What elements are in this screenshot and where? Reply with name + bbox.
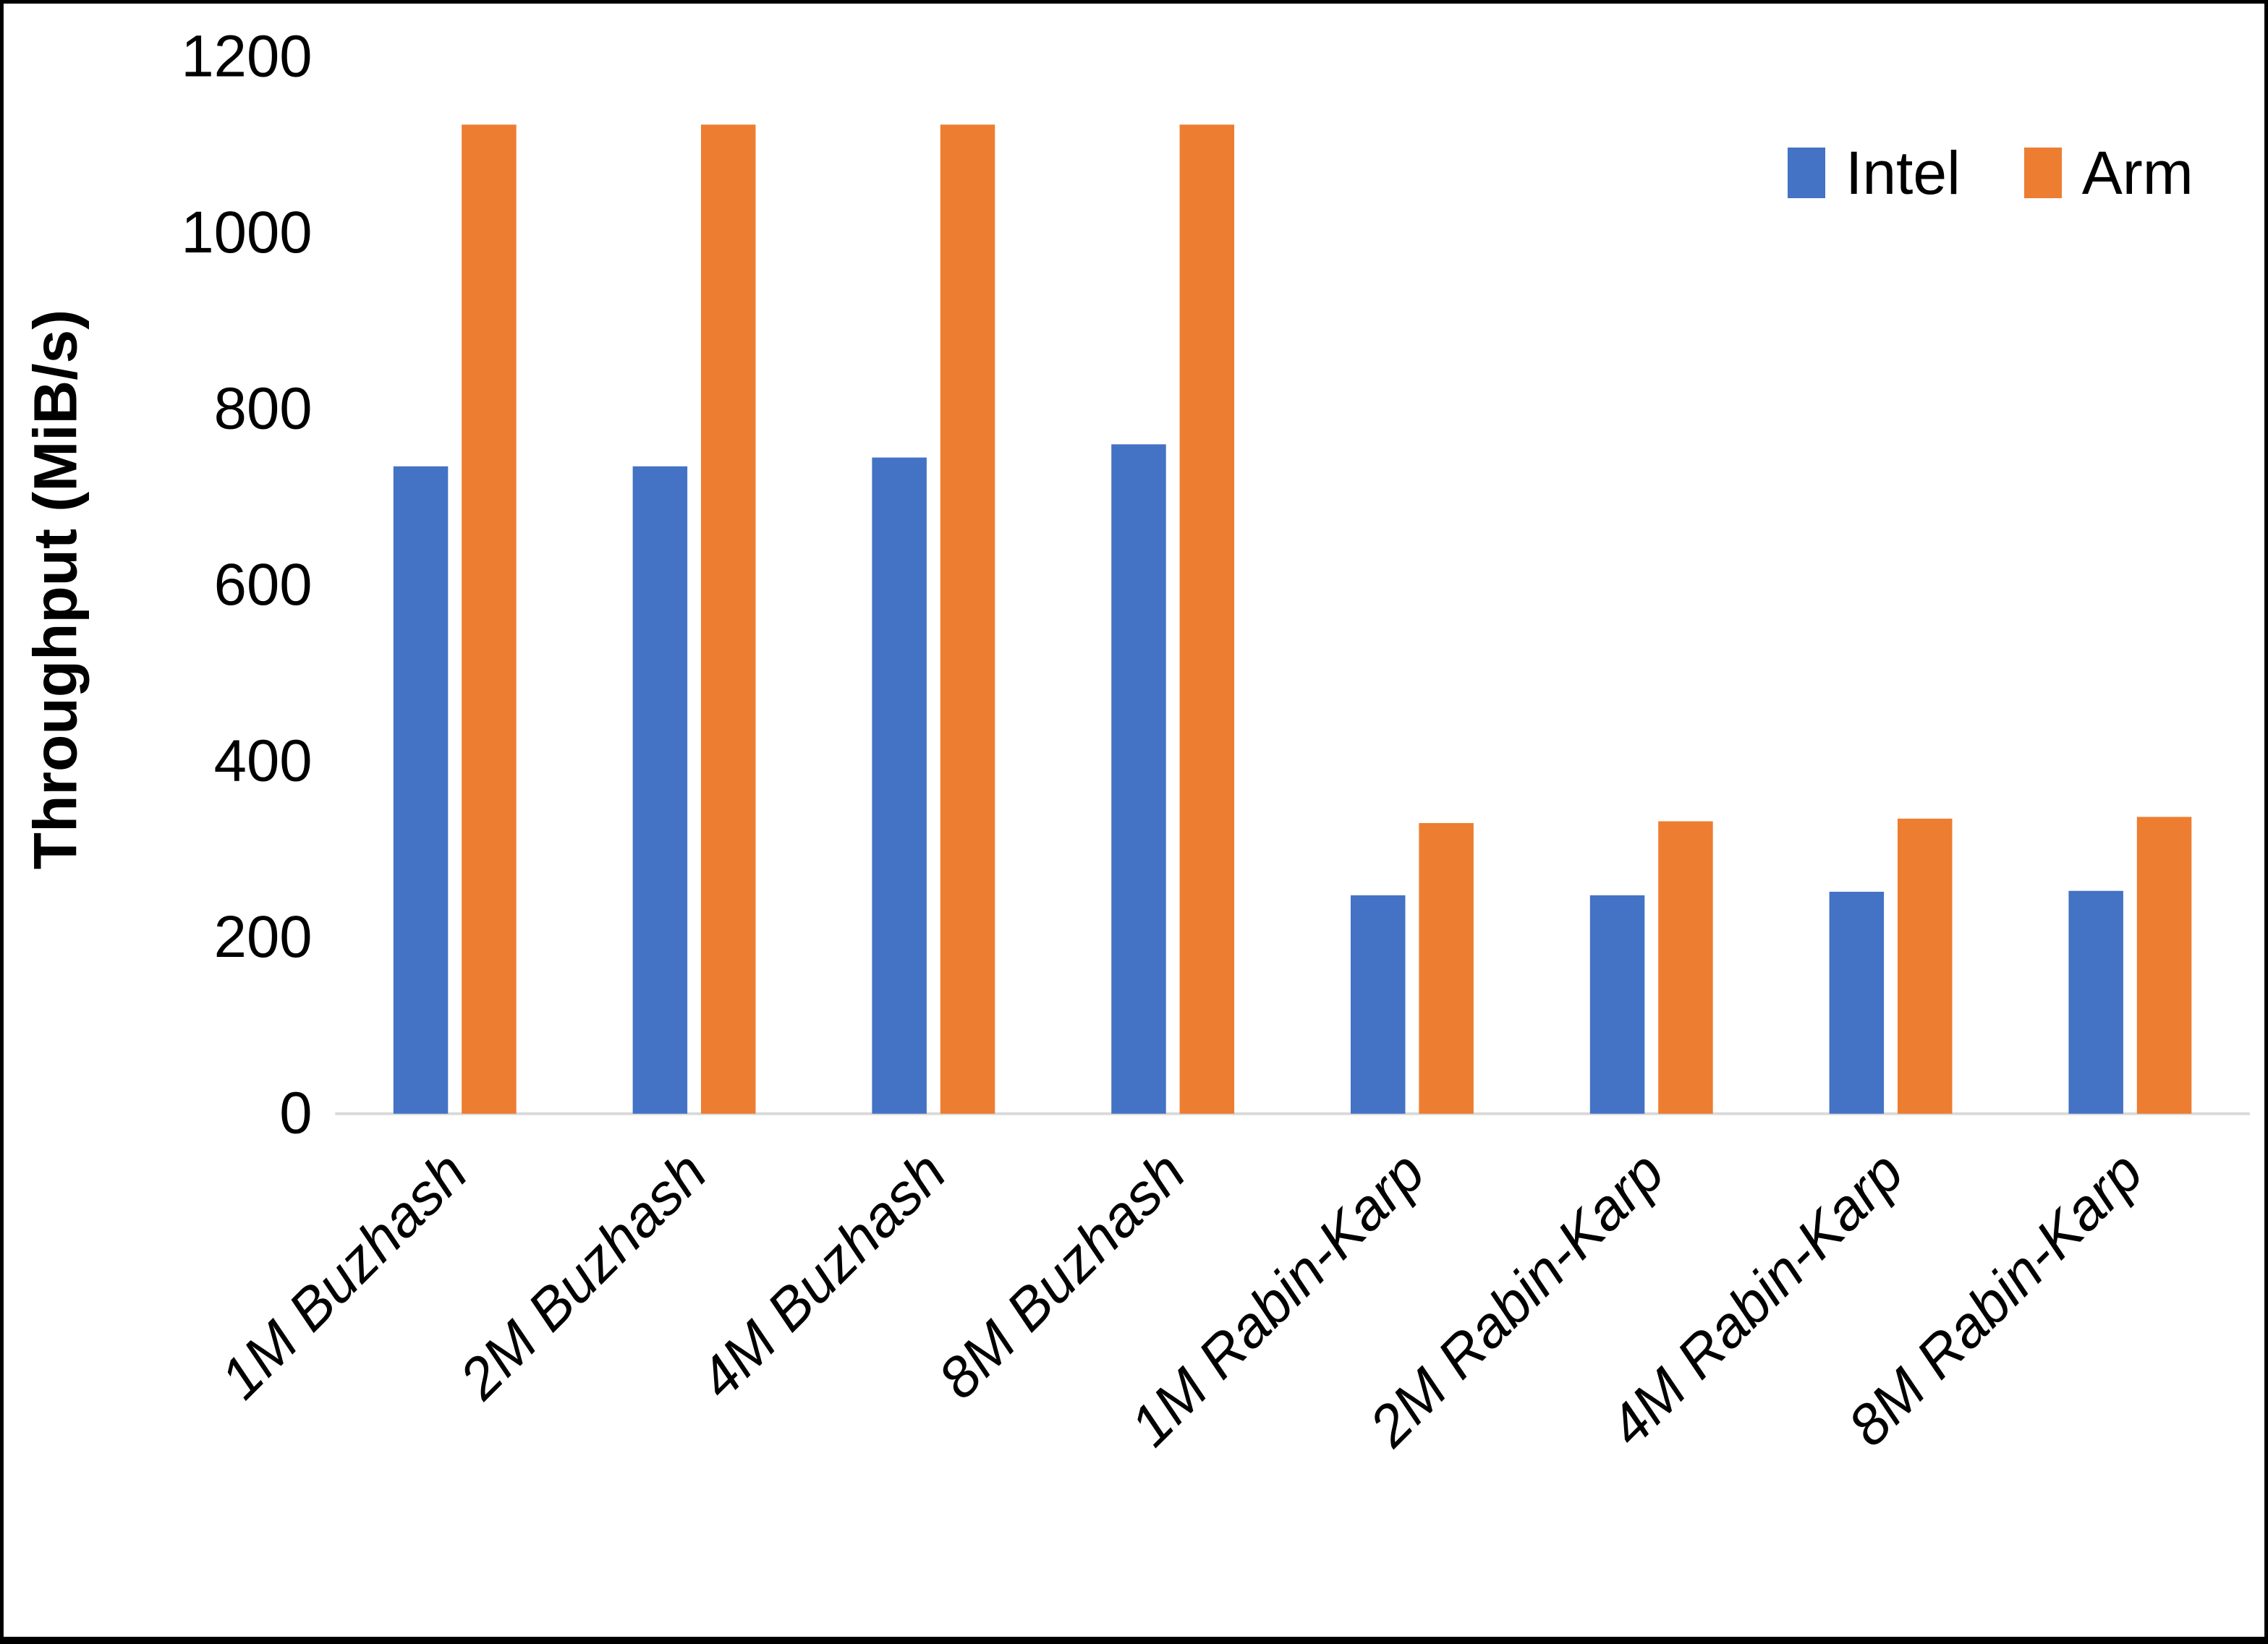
bar-arm-2m-rabin-karp [1658, 821, 1713, 1114]
legend-item-intel: Intel [1788, 142, 1961, 203]
x-category-label: 4M Buzhash [687, 1139, 958, 1410]
bar-arm-8m-rabin-karp [2136, 817, 2192, 1114]
bar-intel-4m-rabin-karp [1829, 891, 1885, 1114]
y-tick-label: 0 [279, 1081, 312, 1146]
y-tick-label: 200 [214, 904, 313, 970]
bar-series [393, 124, 2192, 1114]
y-tick-label: 600 [214, 552, 313, 618]
arm-series-swatch-icon [2023, 148, 2062, 198]
y-tick-label: 1000 [181, 200, 312, 265]
legend-label-intel: Intel [1846, 139, 1961, 207]
bar-arm-4m-buzhash [940, 124, 995, 1114]
x-category-label: 1M Buzhash [208, 1139, 479, 1410]
bar-intel-8m-rabin-karp [2068, 890, 2123, 1114]
bar-arm-8m-buzhash [1179, 124, 1235, 1114]
y-tick-label: 1200 [181, 23, 312, 89]
intel-series-swatch-icon [1788, 148, 1825, 198]
y-tick-label: 400 [214, 728, 313, 794]
bar-intel-4m-buzhash [872, 457, 927, 1114]
bar-arm-4m-rabin-karp [1897, 818, 1953, 1114]
x-category-label: 8M Buzhash [926, 1139, 1197, 1410]
y-axis-tick-labels: 0 200 400 600 800 1000 1200 [181, 23, 312, 1146]
bar-intel-1m-buzhash [393, 466, 449, 1114]
bar-intel-1m-rabin-karp [1351, 895, 1406, 1114]
legend-label-arm: Arm [2081, 139, 2193, 207]
bar-intel-8m-buzhash [1111, 444, 1166, 1114]
legend: Intel Arm [1788, 142, 2193, 203]
bar-arm-1m-rabin-karp [1419, 822, 1474, 1114]
y-tick-label: 800 [214, 375, 313, 441]
bar-arm-1m-buzhash [462, 124, 517, 1114]
x-category-label: 2M Buzhash [446, 1139, 718, 1411]
bar-intel-2m-buzhash [632, 466, 688, 1114]
bar-arm-2m-buzhash [700, 124, 756, 1114]
bar-intel-2m-rabin-karp [1589, 895, 1645, 1114]
legend-item-arm: Arm [2023, 139, 2193, 207]
